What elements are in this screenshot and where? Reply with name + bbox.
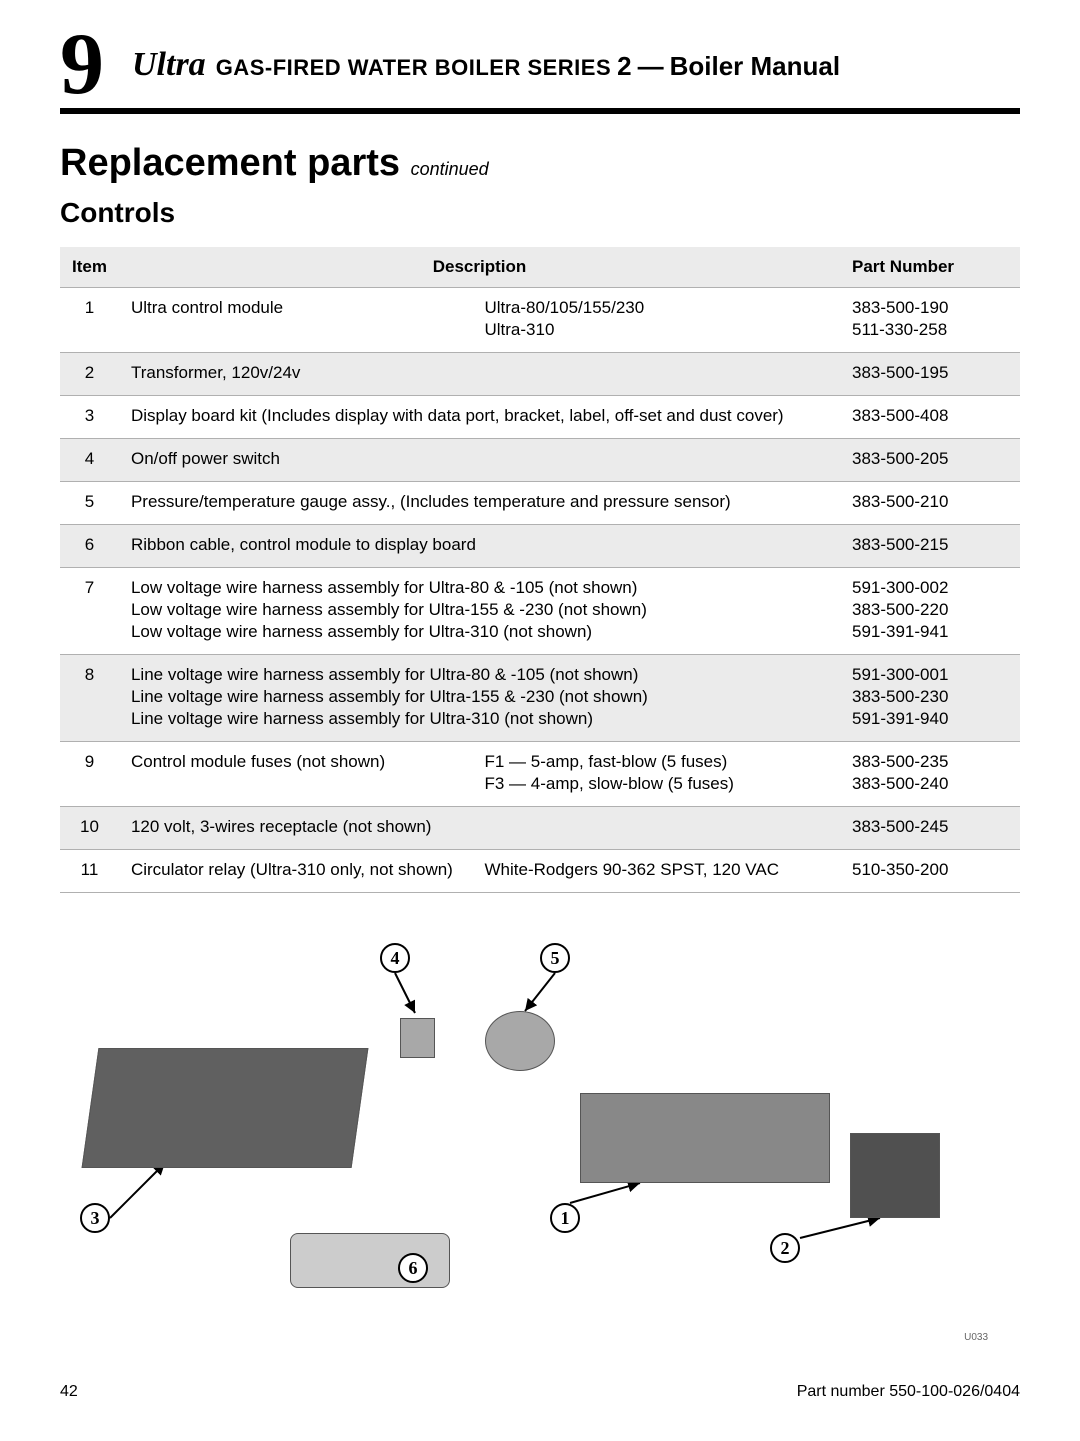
- part-number-cell: 383-500-245: [840, 807, 1020, 850]
- table-row: 4On/off power switch383-500-205: [60, 439, 1020, 482]
- item-cell: 10: [60, 807, 119, 850]
- diagram-part-display: [82, 1048, 369, 1168]
- diagram-part-switch: [400, 1018, 435, 1058]
- page-number: 42: [60, 1383, 78, 1401]
- item-cell: 11: [60, 850, 119, 893]
- table-row: 7Low voltage wire harness assembly for U…: [60, 568, 1020, 655]
- item-cell: 9: [60, 742, 119, 807]
- description-cell: 120 volt, 3-wires receptacle (not shown): [119, 807, 840, 850]
- description-cell: Ultra control moduleUltra-80/105/155/230…: [119, 288, 840, 353]
- table-body: 1Ultra control moduleUltra-80/105/155/23…: [60, 288, 1020, 893]
- col-part-number: Part Number: [840, 247, 1020, 288]
- footer-part-ref: Part number 550-100-026/0404: [797, 1383, 1020, 1401]
- part-number-cell: 383-500-190511-330-258: [840, 288, 1020, 353]
- description-cell: On/off power switch: [119, 439, 840, 482]
- description-cell: Low voltage wire harness assembly for Ul…: [119, 568, 840, 655]
- table-header-row: Item Description Part Number: [60, 247, 1020, 288]
- page-title-main: Replacement parts: [60, 142, 400, 184]
- item-cell: 8: [60, 655, 119, 742]
- part-number-cell: 383-500-235383-500-240: [840, 742, 1020, 807]
- description-cell: Line voltage wire harness assembly for U…: [119, 655, 840, 742]
- part-number-cell: 383-500-195: [840, 353, 1020, 396]
- part-number-cell: 383-500-408: [840, 396, 1020, 439]
- description-cell: Control module fuses (not shown)F1 — 5-a…: [119, 742, 840, 807]
- part-number-cell: 591-300-002383-500-220591-391-941: [840, 568, 1020, 655]
- manual-page: 9 Ultra GAS-FIRED WATER BOILER SERIES 2 …: [0, 0, 1080, 1441]
- table-row: 11Circulator relay (Ultra-310 only, not …: [60, 850, 1020, 893]
- section-number: 9: [60, 30, 104, 100]
- part-number-cell: 383-500-210: [840, 482, 1020, 525]
- header-dash: —: [638, 51, 664, 82]
- item-cell: 2: [60, 353, 119, 396]
- description-cell: Ribbon cable, control module to display …: [119, 525, 840, 568]
- item-cell: 3: [60, 396, 119, 439]
- table-row: 6Ribbon cable, control module to display…: [60, 525, 1020, 568]
- table-row: 10120 volt, 3-wires receptacle (not show…: [60, 807, 1020, 850]
- diagram-reference: U033: [964, 1332, 988, 1343]
- brand-name: Ultra: [132, 46, 206, 84]
- diagram-part-gauge: [485, 1011, 555, 1071]
- description-cell: Circulator relay (Ultra-310 only, not sh…: [119, 850, 840, 893]
- item-cell: 5: [60, 482, 119, 525]
- description-cell: Pressure/temperature gauge assy., (Inclu…: [119, 482, 840, 525]
- table-row: 5Pressure/temperature gauge assy., (Incl…: [60, 482, 1020, 525]
- header-title-line: Ultra GAS-FIRED WATER BOILER SERIES 2 — …: [132, 46, 840, 84]
- parts-diagram: U033 453126: [80, 933, 1000, 1353]
- page-header: 9 Ultra GAS-FIRED WATER BOILER SERIES 2 …: [60, 30, 1020, 114]
- page-title: Replacement parts continued: [60, 142, 1020, 185]
- table-row: 8Line voltage wire harness assembly for …: [60, 655, 1020, 742]
- diagram-part-module: [580, 1093, 830, 1183]
- header-manual-title: Boiler Manual: [670, 51, 840, 82]
- table-row: 9Control module fuses (not shown)F1 — 5-…: [60, 742, 1020, 807]
- item-cell: 4: [60, 439, 119, 482]
- table-row: 2Transformer, 120v/24v383-500-195: [60, 353, 1020, 396]
- table-row: 3Display board kit (Includes display wit…: [60, 396, 1020, 439]
- parts-table: Item Description Part Number 1Ultra cont…: [60, 247, 1020, 893]
- part-number-cell: 510-350-200: [840, 850, 1020, 893]
- description-cell: Display board kit (Includes display with…: [119, 396, 840, 439]
- part-number-cell: 383-500-205: [840, 439, 1020, 482]
- description-cell: Transformer, 120v/24v: [119, 353, 840, 396]
- page-footer: 42 Part number 550-100-026/0404: [60, 1383, 1020, 1401]
- part-number-cell: 383-500-215: [840, 525, 1020, 568]
- subsection-title: Controls: [60, 197, 1020, 229]
- part-number-cell: 591-300-001383-500-230591-391-940: [840, 655, 1020, 742]
- item-cell: 6: [60, 525, 119, 568]
- page-title-continued: continued: [411, 159, 489, 179]
- table-row: 1Ultra control moduleUltra-80/105/155/23…: [60, 288, 1020, 353]
- item-cell: 1: [60, 288, 119, 353]
- item-cell: 7: [60, 568, 119, 655]
- header-series-num: 2: [617, 51, 631, 82]
- col-item: Item: [60, 247, 119, 288]
- diagram-part-transformer: [850, 1133, 940, 1218]
- col-description: Description: [119, 247, 840, 288]
- header-caps-text: GAS-FIRED WATER BOILER SERIES: [216, 55, 611, 81]
